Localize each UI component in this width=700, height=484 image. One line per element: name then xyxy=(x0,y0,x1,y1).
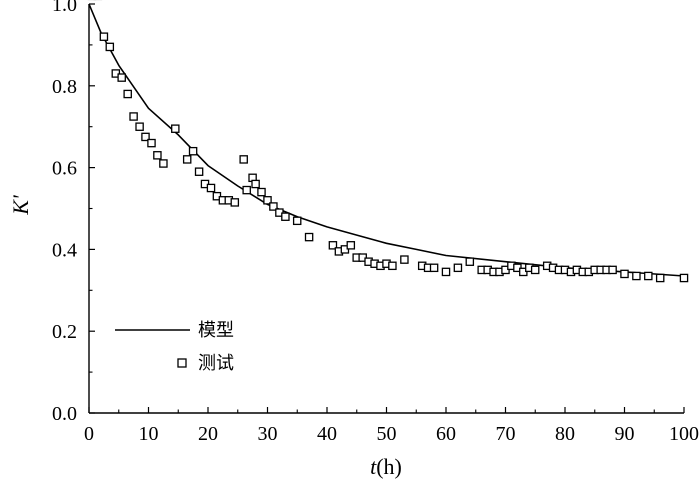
x-tick-label: 50 xyxy=(377,423,397,445)
test-data-point xyxy=(346,241,356,250)
test-data-point xyxy=(105,42,115,52)
x-tick-label: 90 xyxy=(615,423,635,445)
test-data-point xyxy=(465,257,475,266)
test-data-point xyxy=(281,212,290,221)
test-data-point xyxy=(441,267,451,277)
test-data-point xyxy=(117,73,126,82)
series-layer xyxy=(87,0,689,283)
y-tick-label: 1.0 xyxy=(52,0,77,16)
y-axis-title: K' xyxy=(8,195,33,216)
test-data-point xyxy=(242,185,251,195)
x-tick-label: 10 xyxy=(139,423,159,445)
test-data-point xyxy=(123,89,132,99)
test-data-point xyxy=(263,196,272,205)
test-data-point xyxy=(188,146,198,156)
x-tick-label: 100 xyxy=(669,423,699,445)
legend-marker-swatch xyxy=(177,358,187,368)
x-tick-label: 0 xyxy=(84,423,94,445)
x-axis-title: t(h) xyxy=(370,454,402,479)
test-data-point xyxy=(620,269,629,279)
y-tick-label: 0.6 xyxy=(52,158,77,180)
test-data-point xyxy=(194,167,204,176)
x-tick-label: 30 xyxy=(258,423,278,445)
test-data-point xyxy=(239,155,248,164)
test-data-point xyxy=(147,138,156,148)
test-data-point xyxy=(99,32,109,41)
test-data-points xyxy=(87,0,689,283)
test-data-point xyxy=(388,261,397,271)
legend-label-model: 模型 xyxy=(198,320,234,341)
x-tick-label: 40 xyxy=(317,423,337,445)
y-tick-label: 0.8 xyxy=(52,76,77,98)
test-data-point xyxy=(632,271,641,281)
y-tick-label: 0.0 xyxy=(52,403,77,425)
model-curve-line xyxy=(88,3,685,277)
test-data-point xyxy=(159,159,168,168)
legend-label-test: 测试 xyxy=(198,353,234,374)
test-data-point xyxy=(608,265,617,275)
test-data-point xyxy=(292,216,302,226)
test-data-point xyxy=(644,271,653,281)
x-tick-label: 70 xyxy=(496,423,516,445)
x-axis-title-var: t xyxy=(370,454,377,479)
test-data-point xyxy=(269,202,278,211)
x-axis-title-unit: (h) xyxy=(376,454,402,479)
test-data-point xyxy=(400,255,409,264)
test-data-point xyxy=(153,151,162,160)
test-data-point xyxy=(530,265,540,275)
test-data-point xyxy=(304,232,314,242)
test-data-point xyxy=(230,198,240,207)
y-tick-label: 0.2 xyxy=(52,321,77,343)
test-data-point xyxy=(453,263,463,273)
test-data-point xyxy=(171,124,180,133)
test-data-point xyxy=(206,183,216,193)
test-data-point xyxy=(328,241,338,250)
test-data-point xyxy=(679,273,689,283)
y-tick-label: 0.4 xyxy=(52,239,77,261)
test-data-point xyxy=(182,155,192,164)
test-data-point xyxy=(141,132,150,142)
test-data-point xyxy=(251,179,260,189)
test-data-point xyxy=(129,112,138,121)
x-axis-ticks: 0 10 20 30 40 50 60 70 80 90 100 xyxy=(84,407,699,445)
test-data-point xyxy=(135,122,144,131)
x-tick-label: 60 xyxy=(436,423,456,445)
legend: 模型 测试 xyxy=(115,320,234,374)
x-tick-label: 20 xyxy=(198,423,218,445)
x-tick-label: 80 xyxy=(555,423,575,445)
test-data-point xyxy=(429,263,439,273)
axes xyxy=(88,4,684,414)
y-axis-ticks: 0.0 0.2 0.4 0.6 0.8 1.0 xyxy=(52,0,95,425)
test-data-point xyxy=(655,273,665,283)
test-data-point xyxy=(257,187,266,197)
